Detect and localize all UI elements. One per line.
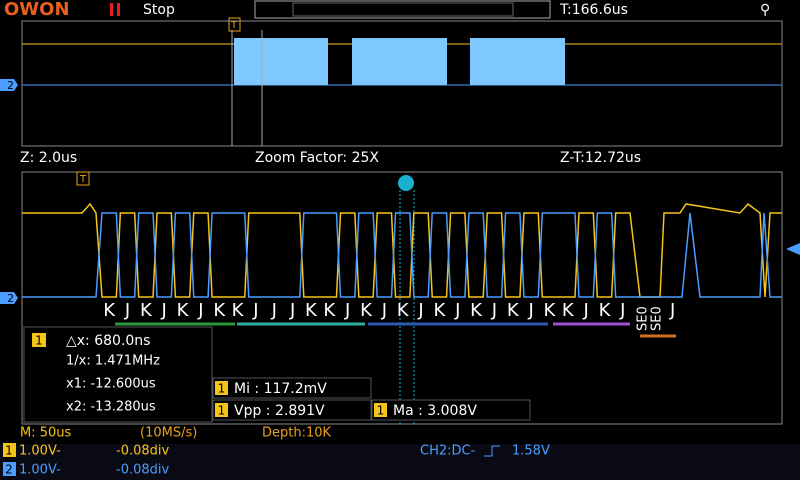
decode-symbol: J xyxy=(197,300,203,321)
measurement: Vpp : 2.891V xyxy=(234,403,325,419)
decode-symbol: J xyxy=(619,300,625,321)
trigger-marker-label: T xyxy=(79,174,87,185)
decode-symbol: K xyxy=(599,300,612,321)
trigger-level: 1.58V xyxy=(512,444,550,459)
inverse-x: 1/x: 1.471MHz xyxy=(66,354,160,369)
burst-blocks xyxy=(234,38,565,85)
decode-symbol: J xyxy=(124,300,130,321)
channel-badge xyxy=(374,403,387,417)
pause-icon xyxy=(110,3,113,16)
decode-symbol: J xyxy=(582,300,588,321)
decode-symbol: J xyxy=(252,300,258,321)
memory-window xyxy=(292,2,514,17)
ch1-trace xyxy=(22,202,782,298)
decode-symbol: K xyxy=(562,300,575,321)
cursor-panel xyxy=(23,326,213,423)
decode-symbol: K xyxy=(177,300,190,321)
zoom-time: Z: 2.0us xyxy=(20,150,77,166)
measurement-box xyxy=(371,399,531,421)
decode-symbol: K xyxy=(470,300,483,321)
status-bar xyxy=(0,444,800,480)
channel-badge-label: 2 xyxy=(5,463,13,477)
ch2-trace xyxy=(22,212,782,298)
edge-icon xyxy=(484,445,500,457)
decode-symbol: J xyxy=(271,300,277,321)
decode-symbol: K xyxy=(433,300,446,321)
decode-symbol: J xyxy=(344,300,350,321)
measurement-box xyxy=(212,377,372,399)
decode-symbol: J xyxy=(289,300,295,321)
delta-x: △x: 680.0ns xyxy=(66,333,150,349)
depth: Depth:10K xyxy=(262,426,332,441)
channel-badge-label: 1 xyxy=(5,444,13,458)
channel-badge xyxy=(3,443,16,457)
usb-icon: ⚲ xyxy=(760,2,770,18)
sample-rate: (10MS/s) xyxy=(140,426,197,441)
ch2-marker-label: 2 xyxy=(7,79,14,92)
zoom-factor: Zoom Factor: 25X xyxy=(255,150,379,166)
measurement: Ma : 3.008V xyxy=(393,403,477,419)
decode-symbol: K xyxy=(397,300,410,321)
logo: OWON xyxy=(4,0,70,20)
trigger-time: T:166.6us xyxy=(559,2,628,18)
decode-symbol: J xyxy=(669,300,675,321)
decode-symbol: K xyxy=(140,300,153,321)
ch1-offset: -0.08div xyxy=(116,444,170,459)
decode-symbol: J xyxy=(527,300,533,321)
pause-icon xyxy=(117,3,120,16)
channel-badge xyxy=(215,403,228,417)
decode-symbol: K xyxy=(323,300,336,321)
memory-bar xyxy=(254,0,551,19)
decode-symbol: K xyxy=(544,300,557,321)
overview-window xyxy=(21,20,783,147)
main-window xyxy=(21,171,783,425)
zoom-trigger: Z-T:12.72us xyxy=(560,150,641,166)
channel-badge-label: 1 xyxy=(377,404,385,418)
x2: x2: -13.280us xyxy=(66,400,156,415)
decode-symbol: J xyxy=(417,300,423,321)
trigger-marker-label: T xyxy=(230,20,238,31)
channel-markers: 2 2 xyxy=(0,79,800,305)
channel-badge-label: 1 xyxy=(35,334,43,348)
decode-symbol: K xyxy=(360,300,373,321)
run-state[interactable]: Stop xyxy=(143,2,175,18)
channel-badge-label: 1 xyxy=(218,382,226,396)
timebase: M: 50us xyxy=(20,426,72,441)
decode-symbol: SE0 xyxy=(650,306,665,331)
measurement-box xyxy=(212,399,372,421)
decode-symbol: J xyxy=(454,300,460,321)
ch2-scale[interactable]: 1.00V- xyxy=(19,463,61,478)
decode-underlines xyxy=(115,322,676,338)
channel-badge xyxy=(215,381,228,395)
channel-badge-label: 1 xyxy=(218,404,226,418)
channel-badge xyxy=(32,333,46,347)
decode-symbol: J xyxy=(491,300,497,321)
decode-symbol: J xyxy=(381,300,387,321)
cursor-handle[interactable] xyxy=(398,175,414,191)
decode-symbol: K xyxy=(232,300,245,321)
ch2-offset: -0.08div xyxy=(116,463,170,478)
x1: x1: -12.600us xyxy=(66,377,156,392)
decode-symbol: J xyxy=(161,300,167,321)
trigger-marker xyxy=(76,171,90,186)
trigger-marker xyxy=(228,17,241,32)
decode-symbol: K xyxy=(213,300,226,321)
decode-symbol: K xyxy=(507,300,520,321)
ch1-scale[interactable]: 1.00V- xyxy=(19,444,61,459)
channel-badge xyxy=(3,462,16,476)
ch2-marker-label: 2 xyxy=(7,292,14,305)
decode-symbol: K xyxy=(305,300,318,321)
measurement: Mi : 117.2mV xyxy=(234,381,327,397)
decode-symbol: K xyxy=(103,300,116,321)
decode-symbol: SE0 xyxy=(636,306,651,331)
trigger-source: CH2:DC- xyxy=(420,444,476,459)
